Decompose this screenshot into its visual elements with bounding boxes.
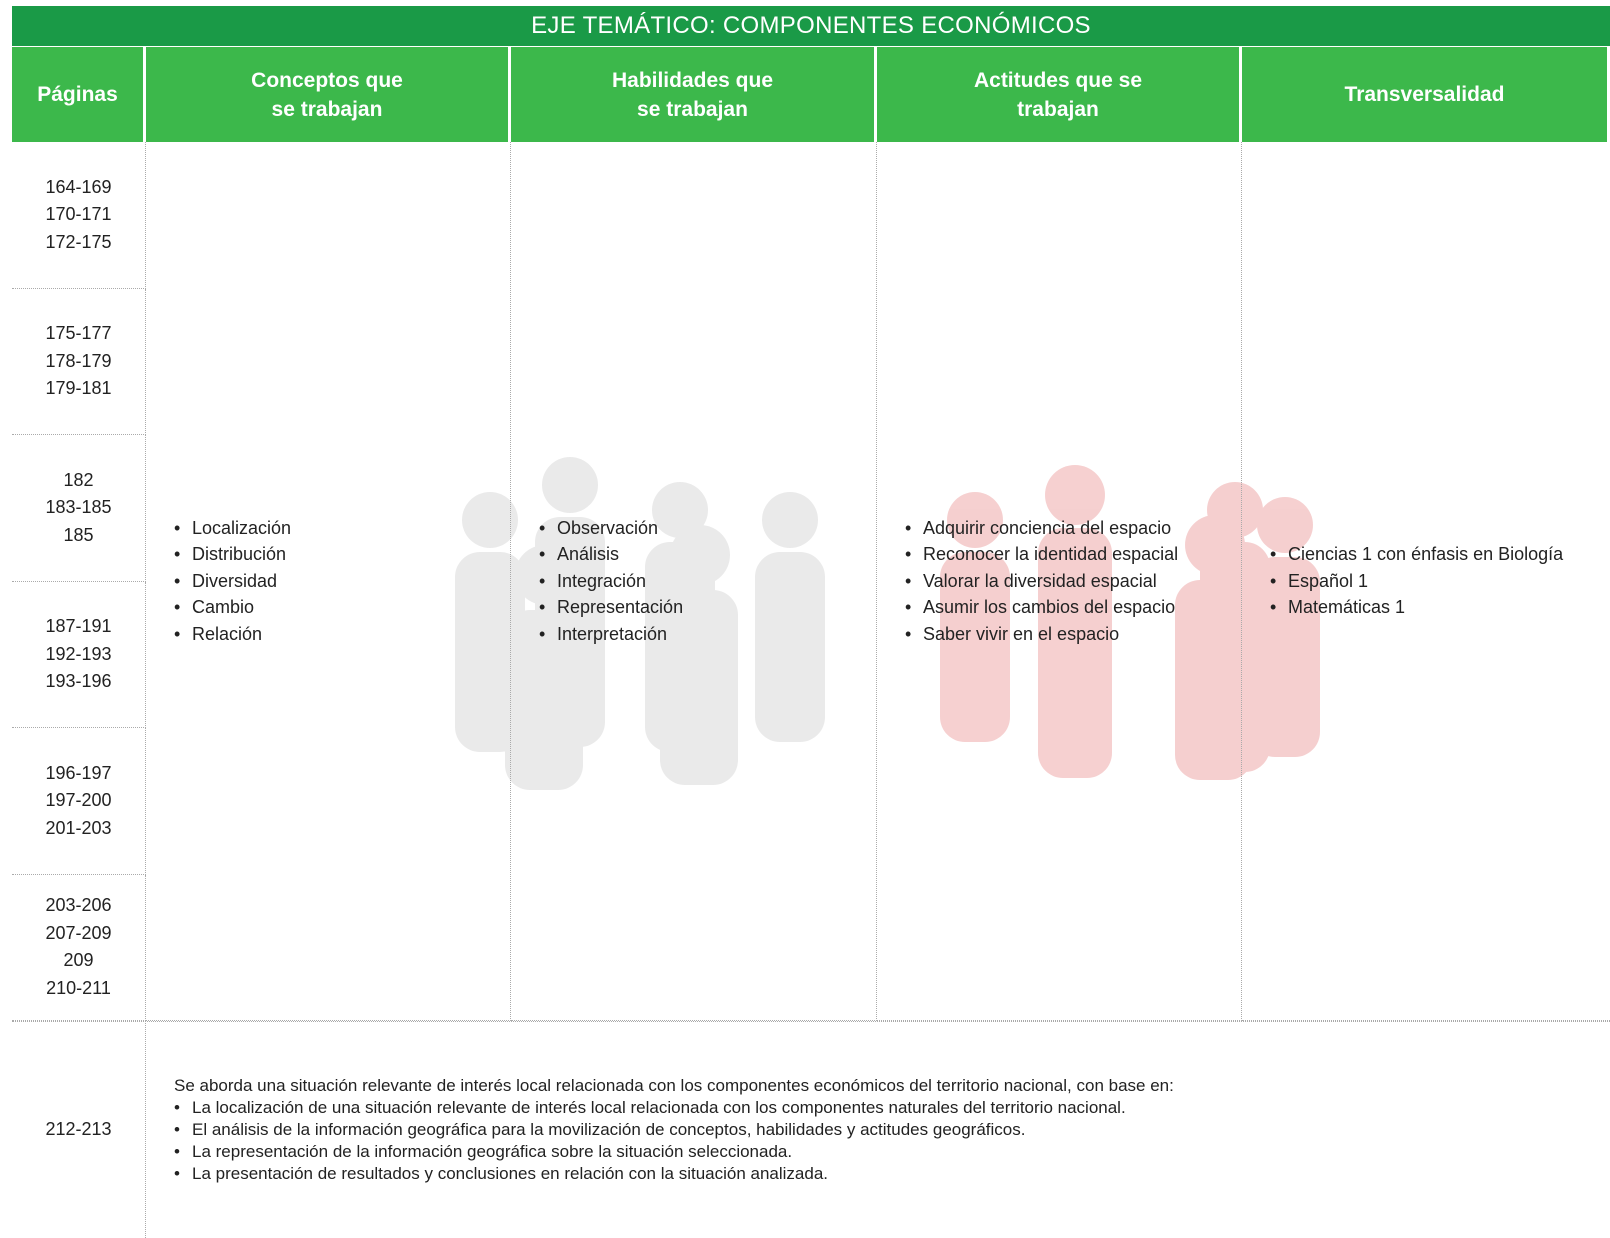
- page-range: 164-169: [45, 176, 112, 197]
- page-range: 182: [63, 469, 94, 490]
- page-range: 192-193: [45, 643, 112, 664]
- page-range: 183-185: [45, 497, 112, 517]
- column-header-text: Páginas: [37, 83, 118, 106]
- final-pages: 212-213: [12, 1021, 146, 1238]
- page-range: 179-181: [45, 378, 112, 398]
- final-bullets: La localización de una situación relevan…: [174, 1097, 1594, 1185]
- transversal-item: Matemáticas 1: [1270, 594, 1563, 621]
- final-text: Se aborda una situación relevante de int…: [174, 1021, 1594, 1238]
- final-bullet: La presentación de resultados y conclusi…: [174, 1163, 1594, 1185]
- page-range: 172-175: [45, 231, 112, 252]
- attitudes-item: Saber vivir en el espacio: [905, 621, 1178, 648]
- page-group: 196-197 197-200 201-203: [12, 728, 146, 875]
- page-group: 203-206 207-209 209 210-211: [12, 874, 146, 1021]
- page-group: 175-177 178-179 179-181: [12, 288, 146, 435]
- page-range: 193-196: [45, 671, 112, 691]
- page-range: 209: [63, 950, 94, 971]
- skills-cell: ObservaciónAnálisisIntegraciónRepresenta…: [511, 142, 877, 1021]
- attitudes-cell: Adquirir conciencia del espacioReconocer…: [877, 142, 1242, 1021]
- transversal-item: Español 1: [1270, 568, 1563, 595]
- attitudes-item: Reconocer la identidad espacial: [905, 541, 1178, 568]
- skills-item: Integración: [539, 568, 683, 595]
- attitudes-item: Valorar la diversidad espacial: [905, 568, 1178, 595]
- concepts-item: Diversidad: [174, 568, 291, 595]
- column-header: Transversalidad: [1242, 47, 1610, 142]
- column-header: Habilidades que se trabajan: [511, 47, 877, 142]
- final-bullet: La localización de una situación relevan…: [174, 1097, 1594, 1119]
- page-range: 197-200: [45, 790, 112, 810]
- column-header-text: Actitudes que se trabajan: [973, 68, 1143, 121]
- page-group: 187-191 192-193 193-196: [12, 581, 146, 728]
- page-range: 185: [63, 524, 94, 545]
- attitudes-item: Adquirir conciencia del espacio: [905, 515, 1178, 542]
- section-title: EJE TEMÁTICO: COMPONENTES ECONÓMICOS: [12, 6, 1610, 46]
- skills-item: Interpretación: [539, 621, 683, 648]
- skills-list: ObservaciónAnálisisIntegraciónRepresenta…: [539, 515, 683, 648]
- column-header: Páginas: [12, 47, 146, 142]
- page-group: 164-169 170-171 172-175: [12, 142, 146, 289]
- page-group: 182 183-185 185: [12, 435, 146, 582]
- column-header-text: Conceptos que se trabajan: [251, 68, 403, 121]
- page-range: 203-206: [45, 895, 112, 916]
- page-range: 201-203: [45, 817, 112, 838]
- transversal-cell: Ciencias 1 con énfasis en BiologíaEspaño…: [1242, 142, 1610, 1021]
- skills-item: Representación: [539, 594, 683, 621]
- column-header-text: Habilidades que se trabajan: [611, 68, 774, 121]
- concepts-list: LocalizaciónDistribuciónDiversidadCambio…: [174, 515, 291, 648]
- concepts-item: Relación: [174, 621, 291, 648]
- column-header: Actitudes que se trabajan: [877, 47, 1242, 142]
- concepts-cell: LocalizaciónDistribuciónDiversidadCambio…: [146, 142, 511, 1021]
- page-range: 210-211: [46, 977, 111, 998]
- column-header: Conceptos que se trabajan: [146, 47, 511, 142]
- concepts-item: Localización: [174, 515, 291, 542]
- page-range: 207-209: [45, 922, 112, 943]
- attitudes-list: Adquirir conciencia del espacioReconocer…: [905, 515, 1178, 648]
- transversal-list: Ciencias 1 con énfasis en BiologíaEspaño…: [1270, 541, 1563, 621]
- page-range: 175-177: [45, 323, 112, 343]
- skills-item: Análisis: [539, 541, 683, 568]
- concepts-item: Distribución: [174, 541, 291, 568]
- transversal-item: Ciencias 1 con énfasis en Biología: [1270, 541, 1563, 568]
- page-range: 178-179: [45, 350, 112, 371]
- final-bullet: El análisis de la información geográfica…: [174, 1119, 1594, 1141]
- page-range: 187-191: [45, 616, 112, 636]
- column-header-text: Transversalidad: [1344, 83, 1505, 106]
- final-intro: Se aborda una situación relevante de int…: [174, 1075, 1174, 1095]
- concepts-item: Cambio: [174, 594, 291, 621]
- page-range: 170-171: [45, 204, 112, 224]
- attitudes-item: Asumir los cambios del espacio: [905, 594, 1178, 621]
- skills-item: Observación: [539, 515, 683, 542]
- final-row: [12, 1021, 1610, 1238]
- page-range: 196-197: [45, 762, 112, 783]
- final-bullet: La representación de la información geog…: [174, 1141, 1594, 1163]
